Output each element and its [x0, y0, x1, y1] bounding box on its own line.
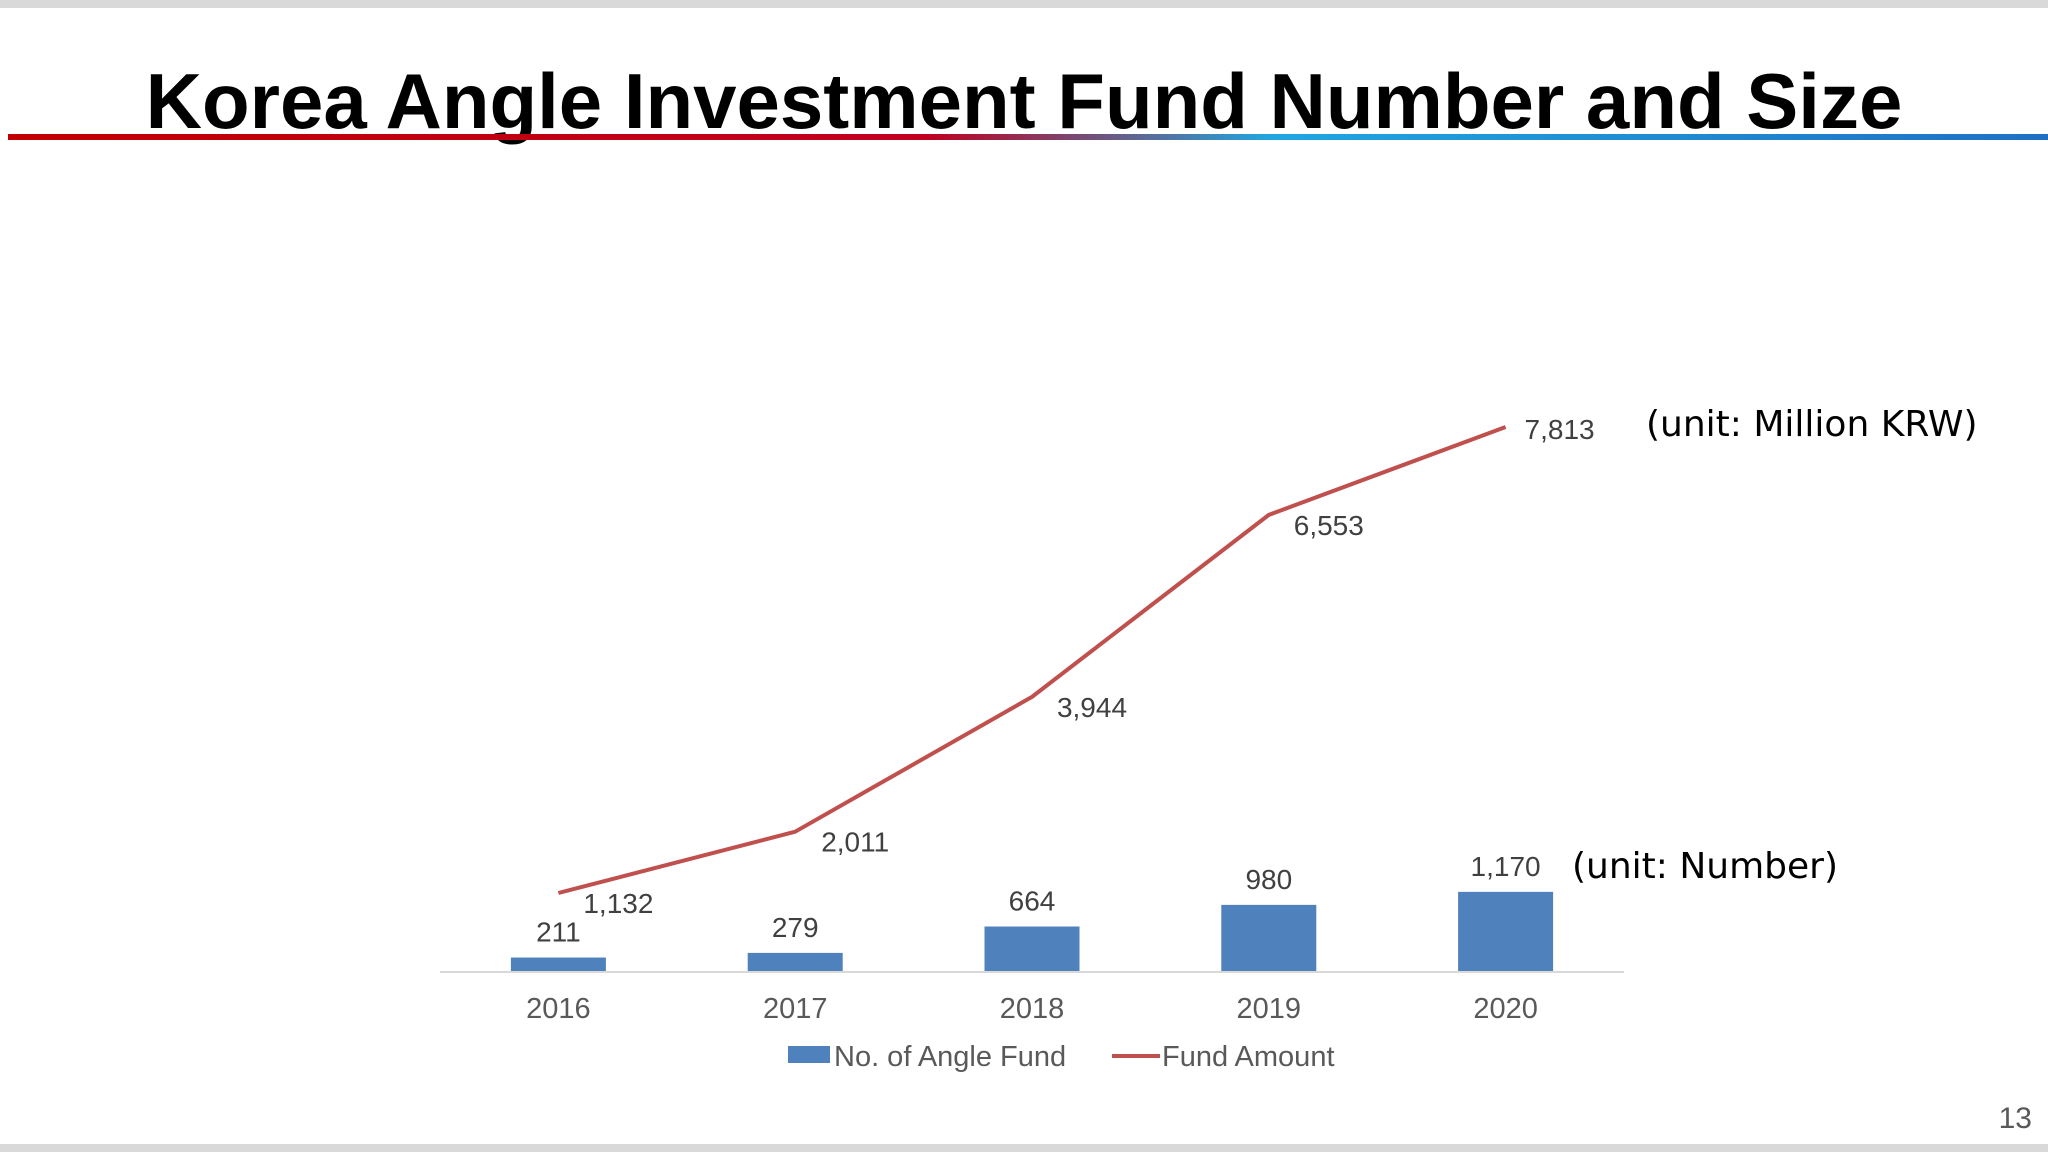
labels-layer: 211 279 664 980 1,170 1,132 2,011 3,944 6,553 7,8… — [526, 414, 1594, 1025]
bars-layer — [510, 891, 1554, 972]
legend: No. of Angle Fund Fund Amount — [788, 1041, 1335, 1073]
bar-2016 — [510, 957, 606, 972]
x-tick-label: 2019 — [1237, 993, 1302, 1025]
line-value-label: 6,553 — [1294, 510, 1364, 541]
line-layer — [557, 425, 1507, 895]
legend-swatch-bars — [788, 1046, 830, 1063]
line-value-label: 1,132 — [583, 888, 653, 919]
unit-note-fund-number: (unit: Number) — [1572, 846, 1839, 887]
line-value-label: 7,813 — [1525, 414, 1595, 445]
x-tick-label: 2020 — [1473, 993, 1538, 1025]
bar-value-label: 1,170 — [1471, 851, 1541, 882]
bar-value-label: 664 — [1009, 886, 1056, 917]
unit-note-fund-amount: (unit: Million KRW) — [1646, 404, 1978, 445]
bar-2018 — [984, 926, 1080, 972]
title-underline — [8, 134, 2048, 140]
x-tick-label: 2017 — [763, 993, 828, 1025]
line-value-label: 3,944 — [1057, 692, 1127, 723]
legend-label-bars: No. of Angle Fund — [834, 1041, 1066, 1073]
line-value-label: 2,011 — [821, 827, 889, 858]
x-tick-label: 2016 — [526, 993, 591, 1025]
bar-2020 — [1458, 891, 1554, 972]
bar-2017 — [747, 952, 843, 972]
page-number: 13 — [1998, 1102, 2032, 1135]
bar-value-label: 980 — [1245, 864, 1292, 895]
x-tick-label: 2018 — [1000, 993, 1065, 1025]
slide-bottom-border — [0, 1144, 2048, 1152]
fund-amount-line — [557, 425, 1507, 895]
bar-2019 — [1221, 904, 1317, 972]
slide-title: Korea Angle Investment Fund Number and S… — [145, 57, 1903, 145]
bar-value-label: 211 — [536, 917, 581, 948]
bar-value-label: 279 — [772, 912, 819, 943]
slide-top-border — [0, 0, 2048, 8]
legend-label-line: Fund Amount — [1162, 1041, 1335, 1073]
